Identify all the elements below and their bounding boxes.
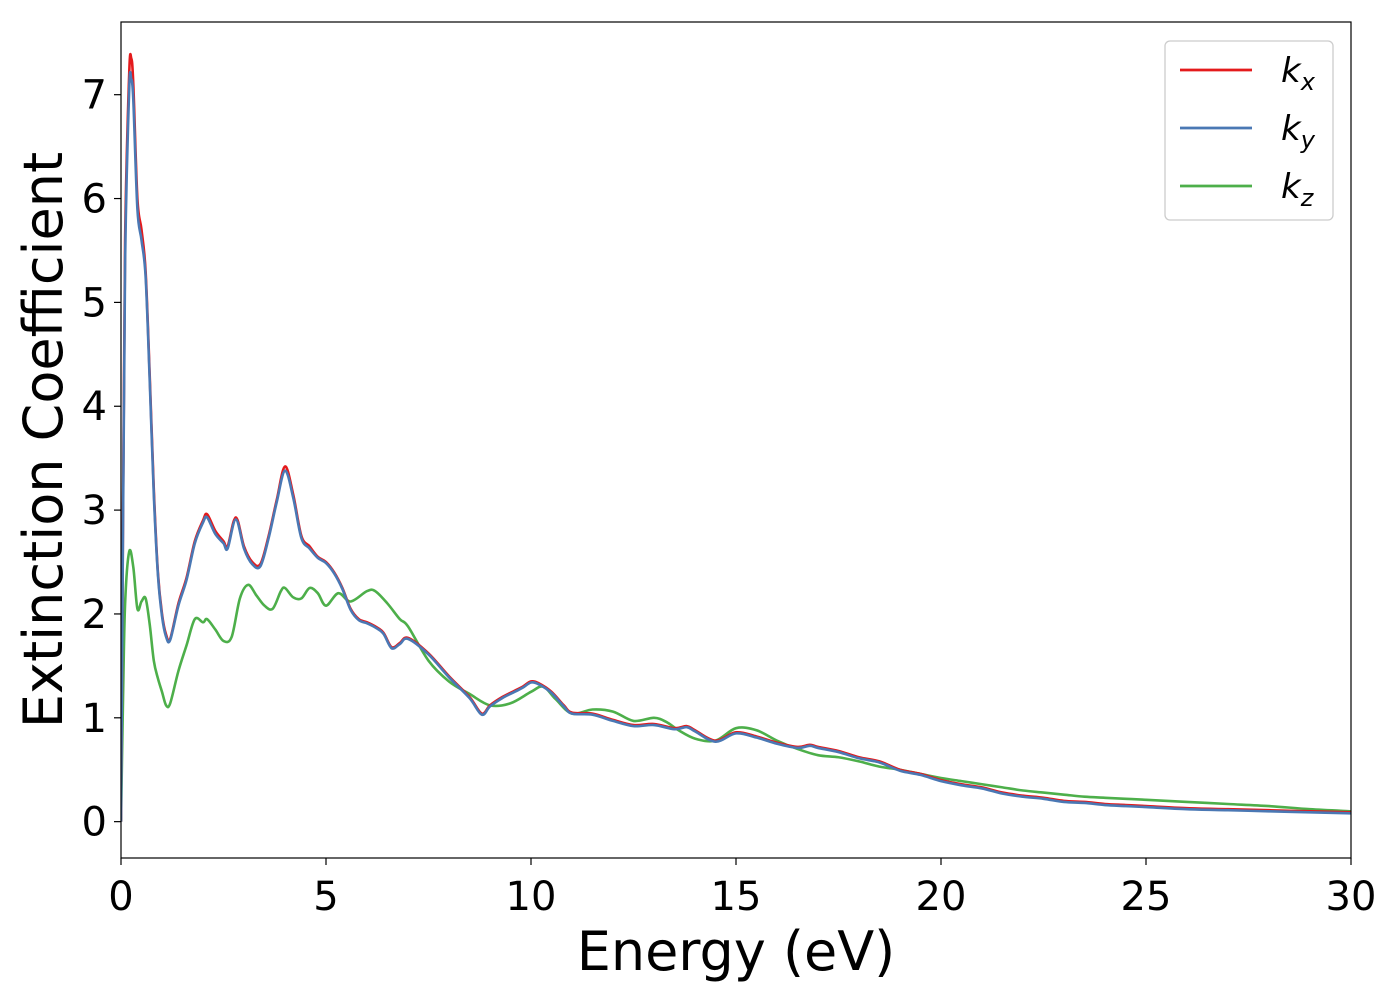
y-tick-label: 7 [82,73,107,119]
series-line-kz [121,548,1351,822]
y-axis-title: Extinction Coefficient [12,152,75,728]
series-layer [121,52,1351,822]
legend-label-main: k [1281,109,1302,149]
plot-area [121,22,1351,858]
legend-label-kx: kx [1281,51,1316,96]
legend-label-main: k [1281,167,1302,207]
legend-label-kz: kz [1281,167,1315,212]
x-tick-label: 10 [506,874,557,920]
x-axis-title: Energy (eV) [577,920,896,983]
x-tick-label: 5 [313,874,338,920]
legend-frame [1164,40,1334,221]
y-tick-label: 3 [82,488,107,534]
legend-label-subscript: x [1300,68,1316,96]
y-tick-label: 6 [82,177,107,223]
legend-label-subscript: y [1300,126,1316,154]
y-tick-label: 4 [82,384,107,430]
legend-label-main: k [1281,51,1302,91]
series-line-ky [121,71,1351,822]
x-tick-label: 25 [1121,874,1172,920]
y-axis: 0 1 2 3 4 5 6 7 [82,73,121,846]
x-tick-label: 15 [711,874,762,920]
y-tick-label: 2 [82,592,107,638]
x-tick-label: 20 [916,874,967,920]
legend-label-subscript: z [1300,184,1315,212]
x-tick-label: 0 [108,874,133,920]
legend-label-ky: ky [1281,109,1316,154]
y-tick-label: 5 [82,280,107,326]
x-axis: 0 5 10 15 20 25 30 [108,858,1376,920]
y-tick-label: 1 [82,696,107,742]
y-tick-label: 0 [82,800,107,846]
x-tick-label: 30 [1326,874,1377,920]
